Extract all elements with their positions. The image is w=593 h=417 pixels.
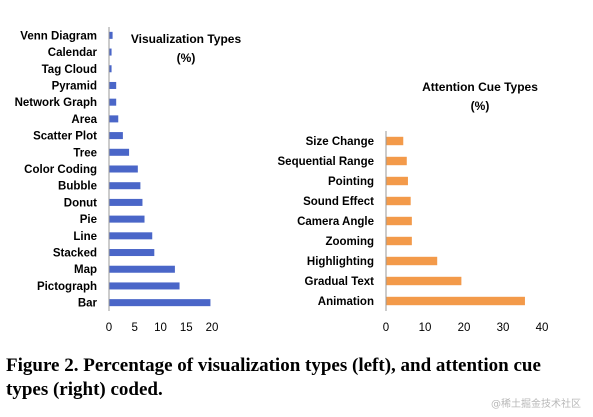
category-label: Zooming: [325, 236, 374, 248]
chart-title-line2: (%): [471, 99, 490, 113]
bar-bubble: [109, 182, 141, 190]
category-label: Highlighting: [307, 256, 374, 268]
bar-venn-diagram: [109, 31, 113, 39]
bar-pictograph: [109, 282, 180, 290]
category-label: Venn Diagram: [20, 30, 97, 42]
bar-scatter-plot: [109, 132, 123, 140]
bar-pointing: [386, 176, 408, 186]
category-label: Pie: [80, 214, 97, 226]
bar-tag-cloud: [109, 65, 112, 73]
bar-camera-angle: [386, 216, 412, 226]
x-tick-label: 0: [383, 322, 389, 334]
bar-pyramid: [109, 81, 117, 89]
bar-stacked: [109, 249, 155, 257]
x-tick-label: 20: [458, 322, 471, 334]
category-label: Scatter Plot: [33, 131, 97, 143]
bar-color-coding: [109, 165, 138, 173]
x-tick-label: 0: [106, 322, 112, 334]
x-tick-label: 10: [154, 322, 167, 334]
x-tick-label: 10: [419, 322, 432, 334]
category-label: Sequential Range: [278, 156, 375, 168]
bar-line: [109, 232, 153, 240]
category-label: Gradual Text: [305, 276, 375, 288]
bar-animation: [386, 296, 525, 306]
watermark: @稀土掘金技术社区: [491, 399, 581, 410]
category-label: Animation: [318, 296, 374, 308]
category-label: Line: [73, 231, 97, 243]
bar-pie: [109, 215, 145, 223]
x-tick-label: 5: [132, 322, 138, 334]
category-label: Area: [71, 114, 97, 126]
category-label: Bar: [78, 298, 98, 310]
category-label: Sound Effect: [303, 196, 374, 208]
bar-zooming: [386, 236, 412, 246]
category-label: Network Graph: [15, 97, 97, 109]
bar-highlighting: [386, 256, 438, 266]
figure-caption: Figure 2. Percentage of visualization ty…: [6, 355, 541, 400]
chart-title-line1: Attention Cue Types: [422, 80, 538, 94]
bar-bar: [109, 299, 211, 307]
bar-tree: [109, 148, 130, 156]
x-tick-label: 20: [206, 322, 219, 334]
category-label: Map: [74, 264, 97, 276]
category-label: Size Change: [306, 136, 374, 148]
bar-calendar: [109, 48, 112, 56]
attention-cue-types-chart: Attention Cue Types (%) Size Change Seque…: [278, 80, 549, 334]
category-label: Camera Angle: [297, 216, 374, 228]
bar-map: [109, 265, 175, 273]
bar-gradual-text: [386, 276, 462, 286]
bar-sound-effect: [386, 196, 411, 206]
chart-title-line1: Visualization Types: [131, 32, 242, 46]
visualization-types-chart: Visualization Types (%) Venn Diagram Cale…: [15, 27, 242, 334]
chart-title-line2: (%): [177, 51, 196, 65]
bar-area: [109, 115, 119, 123]
category-label: Stacked: [53, 248, 97, 260]
category-label: Tree: [73, 147, 97, 159]
bar-size-change: [386, 136, 404, 146]
category-label: Color Coding: [24, 164, 97, 176]
bar-network-graph: [109, 98, 117, 106]
category-label: Pictograph: [37, 281, 97, 293]
category-label: Pointing: [328, 176, 374, 188]
bar-donut: [109, 198, 143, 206]
x-tick-label: 30: [497, 322, 510, 334]
bar-sequential-range: [386, 156, 407, 166]
category-label: Donut: [64, 197, 97, 209]
x-tick-label: 40: [536, 322, 549, 334]
category-label: Bubble: [58, 181, 97, 193]
category-label: Pyramid: [52, 80, 97, 92]
x-tick-label: 15: [180, 322, 193, 334]
category-label: Calendar: [48, 47, 98, 59]
category-label: Tag Cloud: [42, 64, 97, 76]
